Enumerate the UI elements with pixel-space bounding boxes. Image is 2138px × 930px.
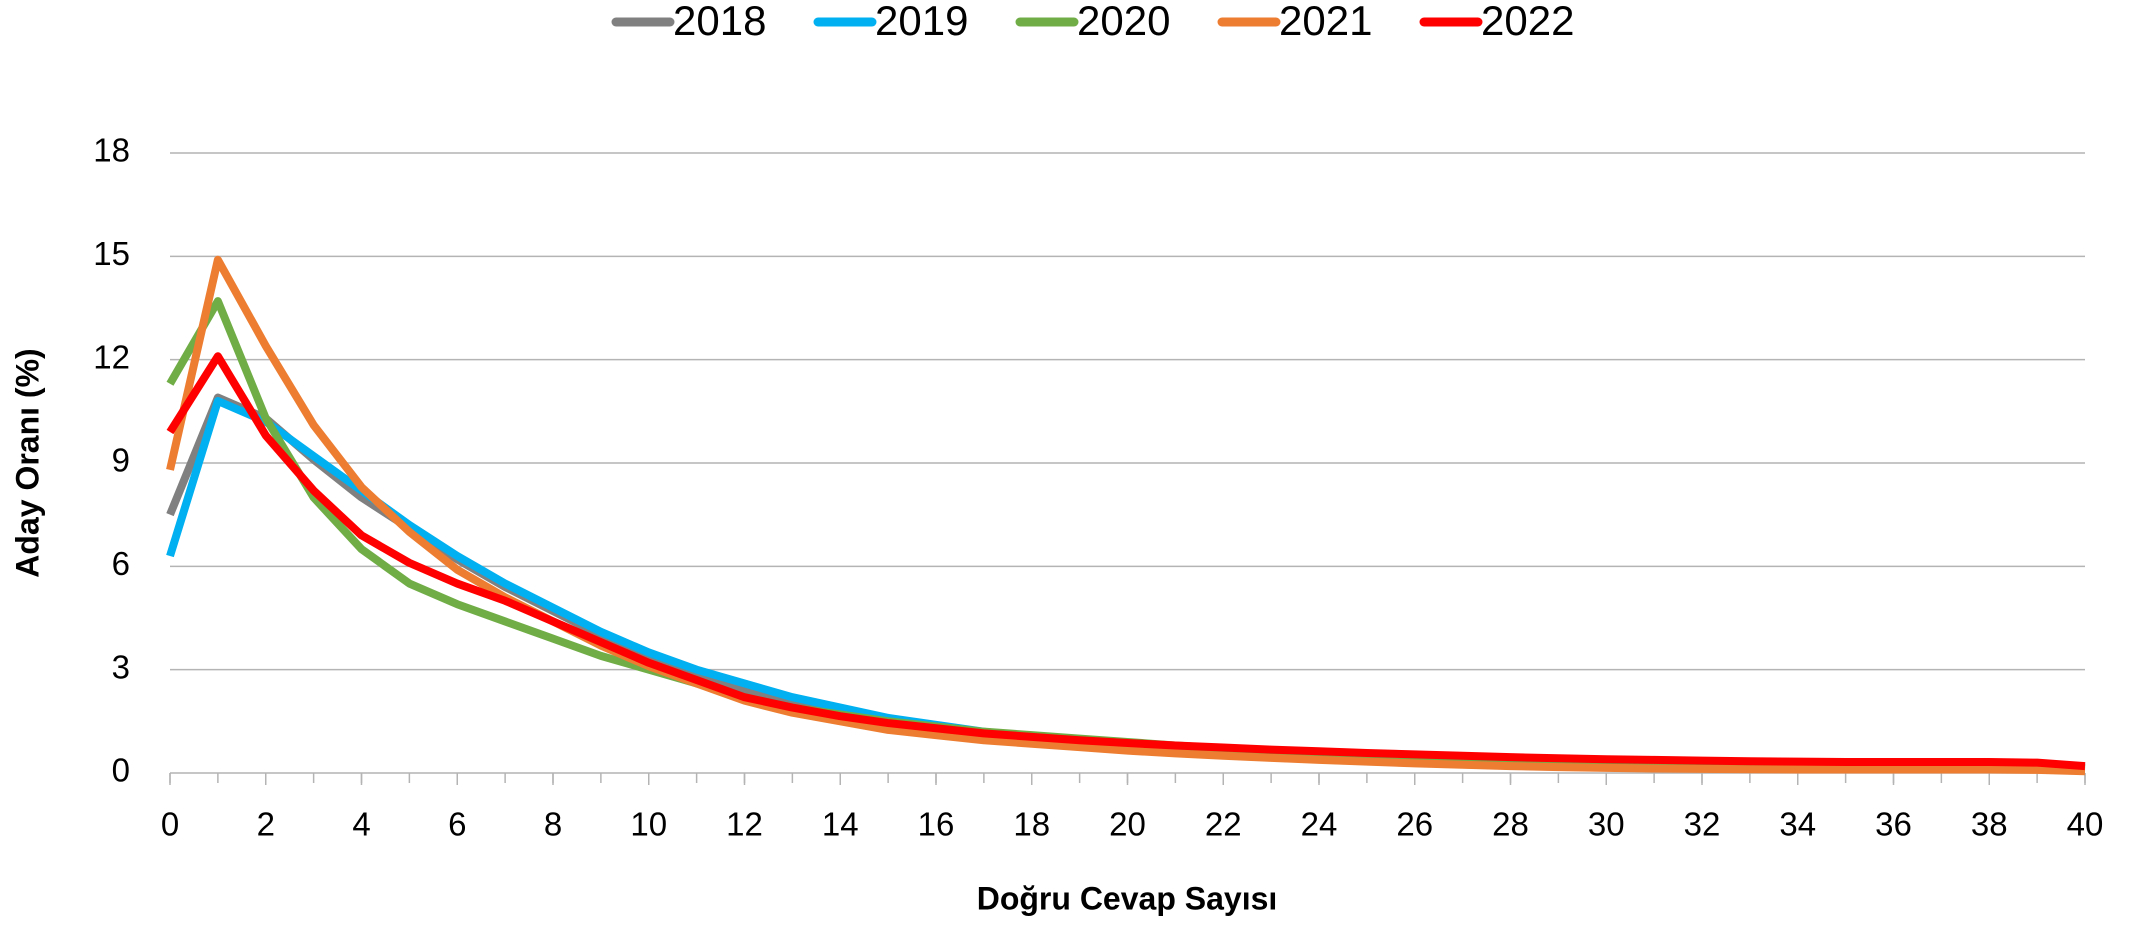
y-tick-label: 0 <box>112 752 130 789</box>
x-tick-label: 8 <box>544 806 562 843</box>
x-tick-label: 4 <box>352 806 370 843</box>
series-line <box>166 352 2086 771</box>
legend-label: 2020 <box>1077 0 1170 44</box>
x-tick-label: 36 <box>1875 806 1912 843</box>
x-tick-label: 12 <box>726 806 763 843</box>
x-tick-label: 18 <box>1013 806 1050 843</box>
x-tick-label: 28 <box>1492 806 1529 843</box>
x-tick-label: 40 <box>2067 806 2104 843</box>
x-tick-label: 0 <box>161 806 179 843</box>
x-tick-label: 14 <box>822 806 859 843</box>
x-tick-label: 16 <box>918 806 955 843</box>
x-tick-label: 22 <box>1205 806 1242 843</box>
y-tick-label: 15 <box>93 235 130 272</box>
legend-label: 2022 <box>1481 0 1574 44</box>
x-tick-label: 24 <box>1301 806 1338 843</box>
y-tick-label: 3 <box>112 648 130 685</box>
legend-label: 2019 <box>875 0 968 44</box>
y-tick-label: 18 <box>93 132 130 169</box>
x-axis-title: Doğru Cevap Sayısı <box>977 880 1278 916</box>
x-tick-label: 2 <box>257 806 275 843</box>
series-line <box>166 255 2086 776</box>
legend-label: 2021 <box>1279 0 1372 44</box>
x-tick-label: 34 <box>1779 806 1816 843</box>
legend-label: 2018 <box>673 0 766 44</box>
y-tick-label: 12 <box>93 338 130 375</box>
x-tick-label: 10 <box>630 806 667 843</box>
y-tick-label: 6 <box>112 545 130 582</box>
y-tick-label: 9 <box>112 442 130 479</box>
x-tick-label: 32 <box>1684 806 1721 843</box>
series-line <box>166 297 2086 773</box>
x-tick-label: 30 <box>1588 806 1625 843</box>
x-tick-label: 20 <box>1109 806 1146 843</box>
x-tick-label: 6 <box>448 806 466 843</box>
y-axis-title: Aday Oranı (%) <box>9 348 45 577</box>
x-tick-label: 38 <box>1971 806 2008 843</box>
x-tick-label: 26 <box>1396 806 1433 843</box>
